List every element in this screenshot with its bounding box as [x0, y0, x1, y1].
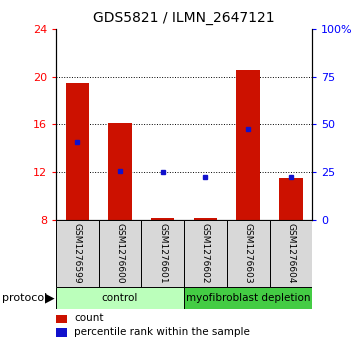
Bar	[227, 220, 270, 287]
Bar	[66, 83, 89, 220]
Bar	[108, 123, 132, 220]
Text: count: count	[74, 313, 103, 323]
Text: protocol: protocol	[2, 293, 47, 303]
Bar	[151, 218, 174, 220]
Text: percentile rank within the sample: percentile rank within the sample	[74, 327, 250, 337]
Text: GSM1276601: GSM1276601	[158, 223, 167, 284]
Bar	[184, 220, 227, 287]
Bar	[56, 329, 68, 337]
Bar	[56, 220, 99, 287]
Text: GSM1276603: GSM1276603	[244, 223, 253, 284]
Bar	[99, 220, 142, 287]
Bar	[142, 220, 184, 287]
Text: GSM1276604: GSM1276604	[286, 223, 295, 284]
Title: GDS5821 / ILMN_2647121: GDS5821 / ILMN_2647121	[93, 11, 275, 25]
Bar	[194, 218, 217, 220]
Text: ▶: ▶	[45, 291, 55, 305]
Text: GSM1276599: GSM1276599	[73, 223, 82, 284]
Bar	[236, 70, 260, 220]
Text: myofibroblast depletion: myofibroblast depletion	[186, 293, 310, 303]
Text: control: control	[102, 293, 138, 303]
Bar	[279, 178, 303, 220]
Bar	[56, 314, 68, 323]
Bar	[56, 287, 184, 309]
Bar	[184, 287, 312, 309]
Bar	[270, 220, 312, 287]
Text: GSM1276600: GSM1276600	[116, 223, 125, 284]
Text: GSM1276602: GSM1276602	[201, 223, 210, 284]
